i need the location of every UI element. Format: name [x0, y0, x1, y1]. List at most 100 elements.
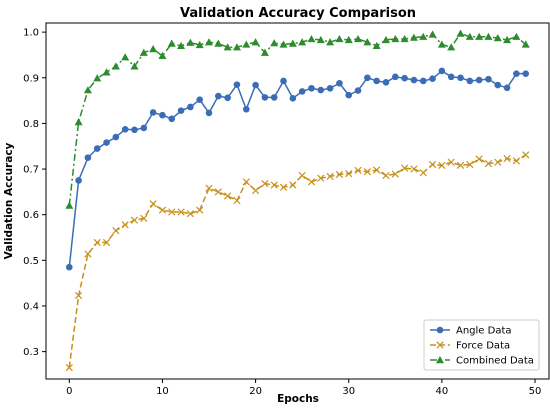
data-point: [503, 84, 511, 92]
data-point: [261, 94, 269, 101]
data-point: [485, 75, 492, 83]
data-point: [93, 145, 101, 152]
legend-item: Force Data: [430, 341, 510, 352]
y-tick-label: 0.4: [23, 301, 39, 312]
data-point: [196, 206, 204, 214]
data-point: [437, 40, 446, 48]
x-tick-label: 40: [436, 386, 449, 397]
data-point: [279, 40, 288, 48]
data-point: [214, 188, 222, 196]
data-point: [335, 34, 344, 43]
data-point: [316, 35, 325, 44]
data-point: [447, 158, 455, 166]
data-point: [409, 33, 418, 41]
data-point: [93, 238, 101, 247]
data-point: [130, 62, 139, 70]
data-point: [484, 159, 493, 168]
data-point: [428, 160, 437, 169]
data-point: [336, 79, 343, 87]
data-point: [475, 76, 483, 84]
data-point: [139, 48, 148, 56]
data-point: [447, 43, 456, 51]
legend-marker: [436, 356, 444, 364]
data-point: [447, 73, 455, 81]
data-point: [512, 157, 521, 165]
x-axis: 0 10 20 30 40 50: [66, 379, 541, 397]
x-tick-label: 30: [342, 386, 355, 397]
data-point: [373, 77, 380, 85]
data-point: [438, 161, 446, 170]
data-point: [121, 53, 130, 61]
data-point: [205, 38, 214, 46]
legend-box: [423, 319, 540, 371]
data-point: [102, 238, 111, 247]
data-point: [205, 184, 213, 192]
data-point: [288, 39, 297, 47]
data-point: [419, 169, 427, 177]
data-point: [121, 126, 129, 133]
data-point: [428, 30, 437, 38]
data-point: [298, 171, 306, 180]
data-point: [456, 161, 465, 170]
data-point: [232, 43, 241, 51]
data-point: [65, 363, 73, 372]
data-point: [214, 39, 223, 47]
data-point: [158, 51, 167, 60]
legend-label: Force Data: [456, 341, 510, 352]
data-point: [149, 45, 158, 53]
data-point: [168, 115, 176, 123]
data-point: [326, 84, 334, 92]
data-point: [354, 87, 362, 94]
data-point: [363, 168, 371, 176]
data-point: [475, 32, 484, 40]
x-tick-label: 10: [156, 386, 169, 397]
y-tick-label: 0.7: [23, 165, 39, 176]
data-point: [112, 227, 120, 235]
data-point: [196, 96, 203, 103]
data-point: [382, 171, 390, 180]
data-point: [410, 76, 418, 84]
data-point: [177, 208, 185, 216]
x-tick-label: 20: [249, 386, 262, 397]
data-point: [381, 35, 390, 44]
data-point: [493, 34, 502, 42]
series-combined-data: [65, 29, 530, 209]
data-point: [195, 40, 204, 49]
data-point: [75, 177, 82, 184]
data-point: [410, 165, 418, 173]
data-point: [307, 178, 316, 186]
data-point: [494, 158, 502, 166]
data-point: [186, 210, 195, 218]
data-point: [326, 172, 334, 180]
data-point: [159, 111, 166, 119]
data-point: [503, 154, 511, 163]
data-point: [111, 62, 120, 70]
data-point: [289, 181, 297, 189]
data-point: [242, 105, 250, 113]
data-point: [503, 35, 512, 44]
data-point: [354, 166, 362, 175]
data-point: [103, 139, 110, 146]
data-point: [466, 160, 474, 169]
chart-title: Validation Accuracy Comparison: [180, 6, 416, 21]
data-point: [260, 48, 269, 56]
data-point: [74, 118, 83, 126]
data-point: [233, 196, 241, 205]
data-point: [223, 43, 232, 51]
data-point: [298, 38, 307, 46]
data-point: [251, 38, 260, 46]
data-point: [261, 180, 269, 188]
data-point: [345, 169, 353, 178]
data-point: [168, 208, 176, 216]
legend-marker: [436, 341, 444, 349]
y-tick-label: 0.9: [23, 73, 39, 84]
data-point: [177, 107, 185, 114]
data-point: [522, 151, 530, 159]
data-point: [289, 95, 297, 102]
x-axis-label: Epochs: [277, 393, 319, 405]
series-layer: [65, 29, 530, 372]
legend-label: Combined Data: [456, 356, 534, 367]
data-point: [364, 74, 371, 82]
data-point: [345, 91, 353, 99]
